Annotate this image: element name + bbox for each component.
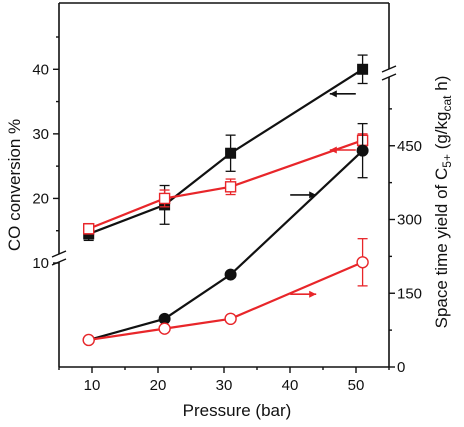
x-tick-label: 50 (348, 377, 365, 394)
axis-break-mark (51, 250, 67, 258)
x-axis-title: Pressure (bar) (183, 401, 292, 420)
data-point (356, 144, 369, 157)
left-tick-label: 10 (32, 255, 49, 272)
data-point (158, 192, 171, 205)
data-point (224, 268, 237, 281)
axis-break-marks (51, 65, 397, 266)
x-tick-label: 40 (282, 377, 299, 394)
series-layer (82, 54, 369, 347)
right-tick-label: 300 (397, 212, 422, 229)
series-2 (82, 122, 369, 346)
data-point (357, 63, 369, 75)
data-point (225, 147, 237, 159)
left-tick-label: 20 (32, 190, 49, 207)
right-axis-title: Space time yield of C5+ (g/kgcat h) (432, 76, 454, 329)
left-axis-title: CO conversion % (5, 119, 24, 251)
series-line (88, 139, 363, 230)
plot-area: 10 20 30 40 50 10 20 30 40 0 150 300 450 (32, 2, 422, 394)
data-point (224, 181, 237, 193)
left-axis-ticks: 10 20 30 40 (32, 36, 59, 272)
data-point (82, 333, 95, 347)
data-point (356, 256, 369, 269)
right-axis-ticks: 0 150 300 450 (389, 108, 422, 376)
series-line (88, 149, 364, 342)
data-point (224, 312, 237, 326)
data-point (82, 223, 95, 235)
x-axis-ticks: 10 20 30 40 50 (58, 367, 390, 394)
axis-break-mark (381, 73, 397, 81)
x-tick-label: 30 (216, 377, 233, 394)
series-3 (82, 238, 369, 347)
right-tick-label: 0 (397, 359, 405, 376)
axis-arrow-head (309, 290, 317, 298)
series-arrows (290, 90, 356, 298)
series-line (88, 68, 364, 235)
left-tick-label: 30 (32, 126, 49, 143)
data-point (158, 322, 171, 335)
axis-arrow-head (329, 146, 337, 154)
series-1 (82, 133, 369, 235)
right-tick-label: 450 (397, 138, 422, 155)
axis-break-mark (51, 258, 67, 266)
axis-arrow-head (329, 90, 337, 98)
axis-break-mark (381, 65, 397, 73)
axis-arrow-head (309, 191, 317, 199)
right-tick-label: 150 (397, 285, 422, 302)
series-line (88, 261, 364, 342)
x-tick-label: 10 (84, 377, 101, 394)
left-tick-label: 40 (32, 61, 49, 78)
x-tick-label: 20 (150, 377, 167, 394)
